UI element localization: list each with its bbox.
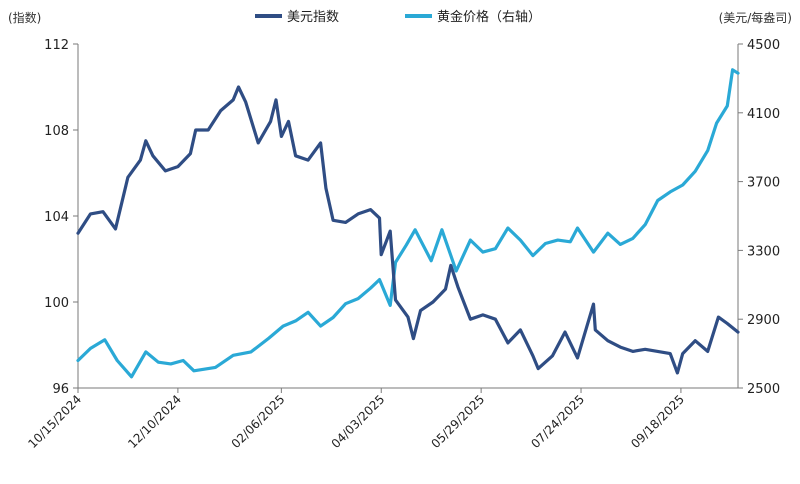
x-tick-label: 07/24/2025 bbox=[528, 392, 587, 451]
x-tick-label: 04/03/2025 bbox=[329, 392, 388, 451]
left-axis-unit: (指数) bbox=[8, 10, 41, 25]
x-tick-label: 05/29/2025 bbox=[428, 392, 487, 451]
series-layer bbox=[76, 68, 740, 379]
left-tick-label: 100 bbox=[44, 296, 69, 311]
legend-label-dollar-index: 美元指数 bbox=[287, 10, 339, 25]
right-tick-label: 2900 bbox=[747, 313, 780, 328]
right-axis-ticks: 2500 2900 3300 3700 4100 4500 bbox=[738, 38, 780, 397]
left-tick-label: 104 bbox=[44, 210, 69, 225]
right-tick-label: 4100 bbox=[747, 107, 780, 122]
left-tick-label: 108 bbox=[44, 124, 69, 139]
right-tick-label: 3700 bbox=[747, 176, 780, 191]
right-tick-label: 4500 bbox=[747, 38, 780, 53]
x-tick-label: 12/10/2024 bbox=[125, 392, 184, 451]
right-axis-unit: (美元/每盎司) bbox=[719, 10, 792, 25]
series-line-gold-price bbox=[76, 68, 740, 379]
series-line-dollar-index bbox=[76, 85, 740, 375]
x-tick-label: 02/06/2025 bbox=[229, 392, 288, 451]
legend-label-gold-price: 黄金价格（右轴） bbox=[437, 9, 541, 25]
x-tick-label: 09/18/2025 bbox=[628, 392, 687, 451]
left-tick-label: 96 bbox=[52, 382, 69, 397]
legend: 美元指数 黄金价格（右轴） bbox=[255, 9, 541, 25]
right-tick-label: 3300 bbox=[747, 244, 780, 259]
left-axis-ticks: 96 100 104 108 112 bbox=[44, 38, 78, 397]
right-tick-label: 2500 bbox=[747, 382, 780, 397]
x-axis-ticks: 10/15/2024 12/10/2024 02/06/2025 04/03/2025… bbox=[25, 388, 687, 451]
x-tick-label: 10/15/2024 bbox=[25, 392, 84, 451]
left-tick-label: 112 bbox=[44, 38, 69, 53]
